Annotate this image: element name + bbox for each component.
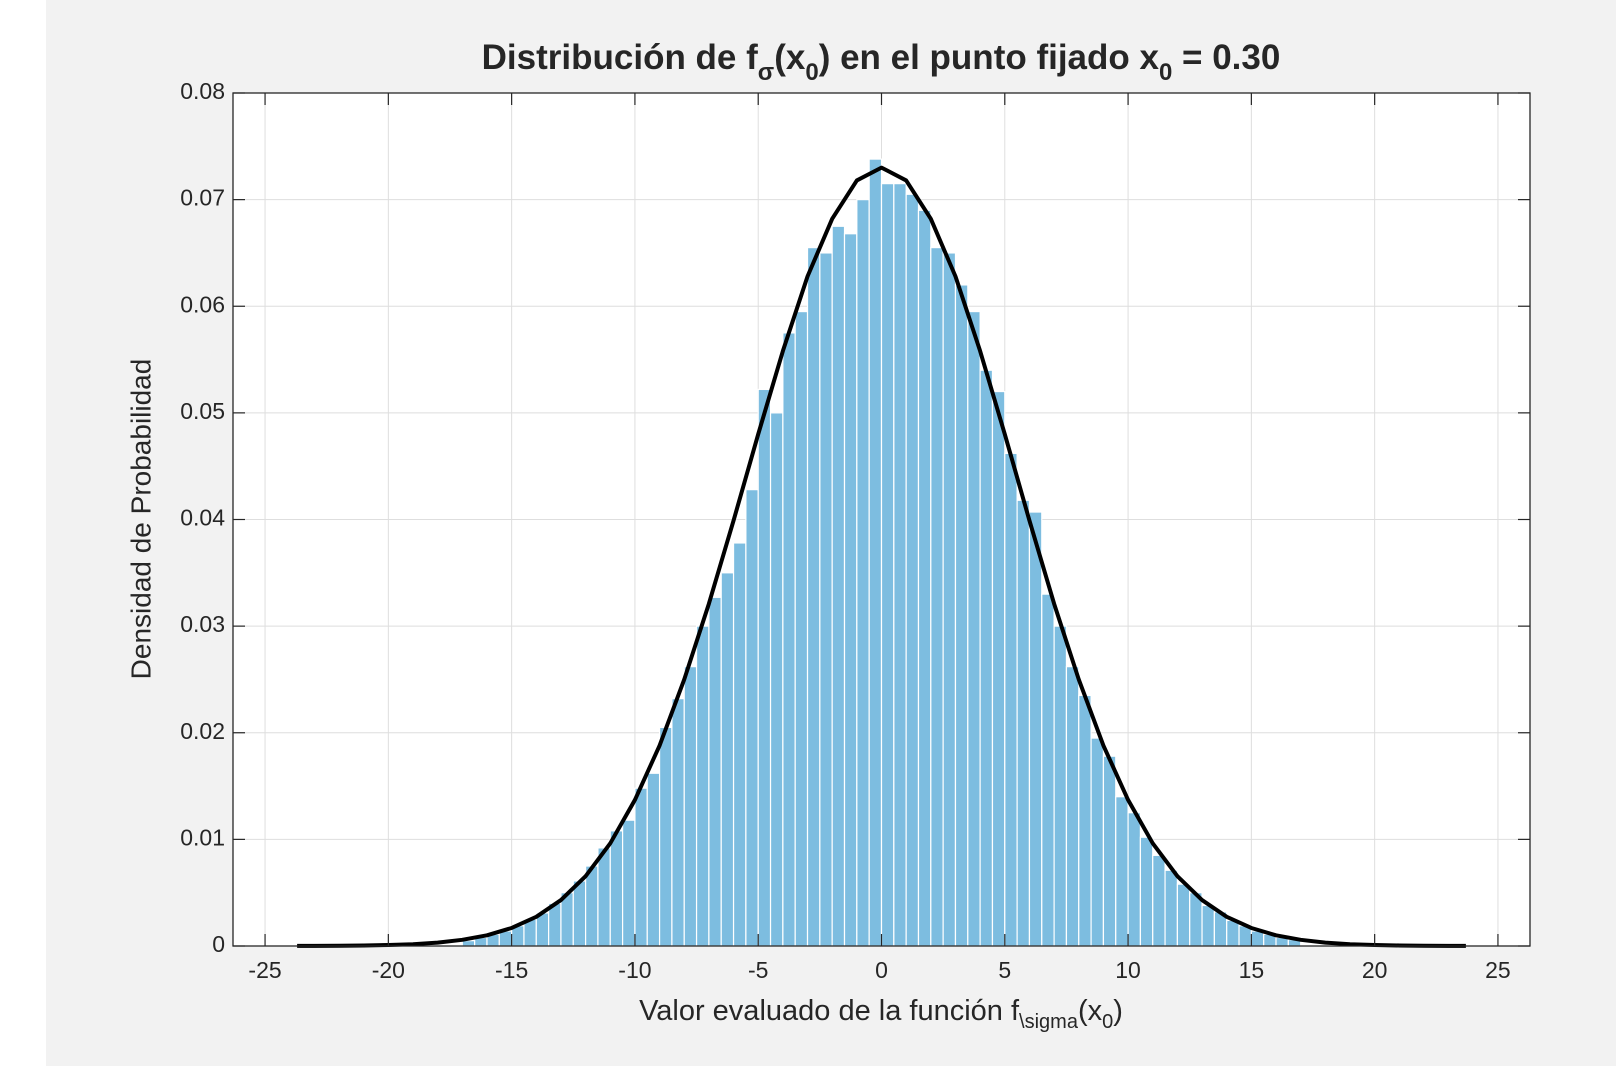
y-tick-label: 0.08 <box>180 78 225 104</box>
histogram-bar <box>634 787 648 947</box>
histogram-bar <box>782 332 796 947</box>
histogram-bar <box>548 902 562 947</box>
x-tick-label: 10 <box>1115 957 1141 983</box>
histogram-bar <box>880 183 895 947</box>
data-layer <box>297 158 1466 948</box>
histogram-bar <box>1090 737 1105 947</box>
histogram-bar <box>942 252 957 947</box>
x-axis-label: Valor evaluado de la función f\sigma(x0) <box>639 995 1123 1034</box>
y-tick-label: 0.04 <box>180 505 225 531</box>
histogram-bar <box>1139 836 1154 947</box>
xlabel-part: (x <box>1078 995 1103 1027</box>
histogram-bar <box>954 284 969 947</box>
axes-box <box>232 92 1531 947</box>
histogram-bar <box>769 412 784 947</box>
title-part: Distribución de f <box>482 38 758 77</box>
histogram-bar <box>572 880 587 947</box>
histogram-bar <box>720 572 735 947</box>
x-tick-label: 5 <box>998 957 1011 983</box>
histogram-bar <box>991 390 1006 947</box>
title-part: = 0.30 <box>1172 38 1280 77</box>
x-tick-label: -15 <box>495 957 528 983</box>
x-tick-label: 25 <box>1485 957 1511 983</box>
histogram-bar <box>708 596 722 947</box>
histogram-bar <box>1201 904 1215 947</box>
histogram-bar <box>905 193 920 947</box>
histogram-bar <box>1152 854 1166 947</box>
histogram-bar <box>1102 755 1117 947</box>
y-tick-label: 0.02 <box>180 718 225 744</box>
histogram-bar <box>1028 511 1043 947</box>
histogram-bar <box>745 489 759 947</box>
histogram-bar <box>609 830 624 947</box>
title-part: ) en el punto fijado x <box>819 38 1160 77</box>
histogram-bar <box>806 247 821 947</box>
histogram-bar <box>1164 869 1178 947</box>
histogram-bar <box>967 310 981 947</box>
title-part: σ <box>758 59 774 86</box>
y-tick-label: 0 <box>212 931 225 957</box>
histogram-bar <box>585 865 599 947</box>
title-part: 0 <box>805 59 818 86</box>
x-tick-label: -5 <box>748 957 768 983</box>
histogram-bar <box>868 158 883 947</box>
histogram-bar <box>621 819 636 947</box>
histogram-bar <box>757 388 772 947</box>
histogram-bar <box>658 726 673 947</box>
histogram-bar <box>1127 812 1142 947</box>
xlabel-part: \sigma <box>1019 1011 1079 1033</box>
histogram-bar <box>794 310 809 947</box>
title-part: 0 <box>1159 59 1172 86</box>
x-tick-label: 0 <box>875 957 888 983</box>
histogram-bar <box>1078 694 1092 947</box>
title-part: (x <box>774 38 806 77</box>
histogram-bar <box>1004 452 1018 947</box>
axes: 0 0.01 0.02 0.03 0.04 0.05 0.06 0.07 0.08 -25 -20 -… <box>180 78 1531 983</box>
histogram-bar <box>1053 625 1068 947</box>
x-tick-label: -25 <box>248 957 281 983</box>
xlabel-part: Valor evaluado de la función f <box>639 995 1020 1027</box>
x-tick-label: -10 <box>618 957 651 983</box>
density-curve <box>297 165 1466 948</box>
histogram-bar <box>498 930 513 947</box>
x-tick-label: 15 <box>1239 957 1265 983</box>
xlabel-part: ) <box>1113 995 1123 1027</box>
histogram-bar <box>1176 883 1191 947</box>
histogram-bar <box>917 209 932 947</box>
histogram-bar <box>671 698 685 947</box>
y-tick-label: 0.07 <box>180 185 225 211</box>
histogram-bar <box>597 847 611 947</box>
histogram-bar <box>1115 796 1129 947</box>
histogram-bar <box>1250 930 1265 947</box>
histogram-bar <box>819 252 833 947</box>
histogram-bar <box>1065 666 1080 947</box>
y-axis-label: Densidad de Probabilidad <box>125 359 156 680</box>
histogram-bar <box>1016 499 1031 947</box>
histogram-bar <box>831 225 846 947</box>
histogram-bar <box>695 625 710 947</box>
histogram-bar <box>683 666 698 947</box>
histogram-bar <box>1226 919 1240 947</box>
histogram-bar <box>646 772 661 947</box>
y-tick-label: 0.03 <box>180 611 225 637</box>
histogram-bar <box>1041 593 1055 947</box>
xlabel-part: 0 <box>1102 1011 1113 1033</box>
histogram-bar <box>843 233 858 947</box>
y-tick-label: 0.05 <box>180 398 225 424</box>
histogram-bar <box>856 199 870 947</box>
histogram-bar <box>979 369 994 947</box>
histogram-bar <box>930 247 944 947</box>
chart-title: Distribución de fσ(x0) en el punto fijad… <box>482 38 1281 86</box>
histogram-bar <box>732 542 747 947</box>
histogram-bar <box>893 183 907 947</box>
x-tick-label: 20 <box>1362 957 1388 983</box>
x-tick-label: -20 <box>372 957 405 983</box>
y-tick-label: 0.01 <box>180 824 225 850</box>
y-tick-label: 0.06 <box>180 291 225 317</box>
